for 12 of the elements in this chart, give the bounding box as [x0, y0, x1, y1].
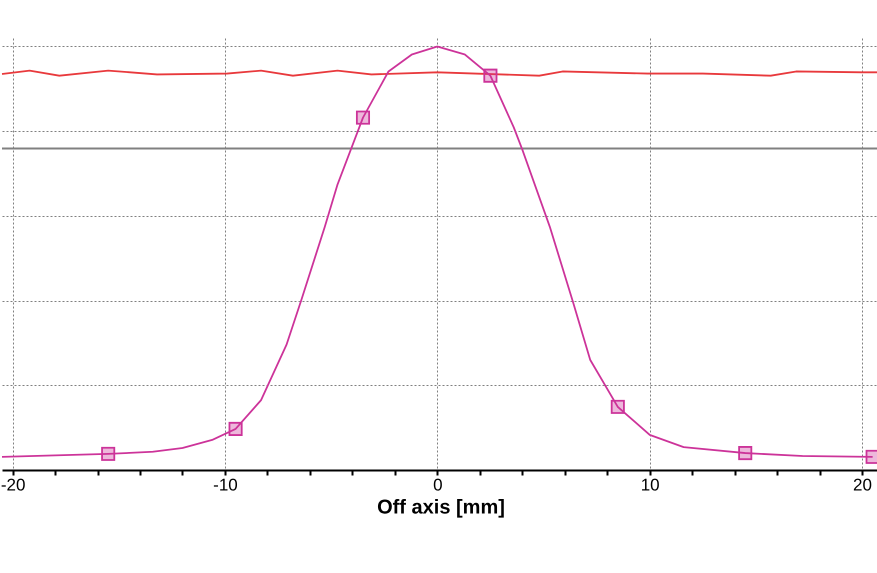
x-tick-label: 20 [853, 476, 872, 494]
point [228, 422, 243, 436]
point [356, 110, 370, 125]
x-tick-label: 0 [433, 476, 443, 494]
point [738, 446, 752, 460]
point [101, 446, 116, 461]
point [483, 68, 498, 83]
point [610, 400, 625, 414]
x-tick-label: -10 [213, 476, 238, 494]
x-axis-title: Off axis [mm] [377, 496, 505, 518]
x-tick-label: 10 [640, 476, 660, 494]
x-tick-label: -20 [0, 476, 26, 494]
